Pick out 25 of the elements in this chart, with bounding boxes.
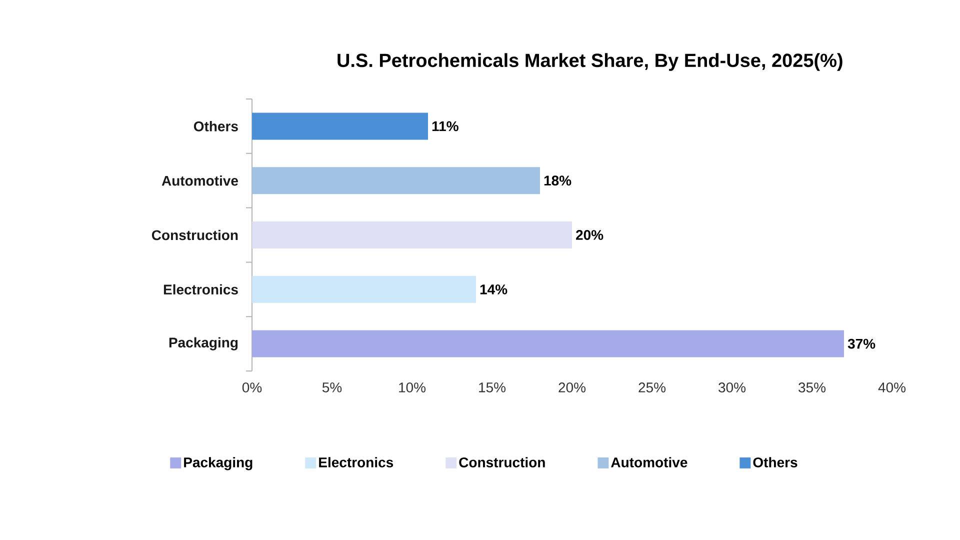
x-tick-label: 30% xyxy=(718,382,746,392)
x-tick-label: 40% xyxy=(878,382,906,392)
y-tick-label: Others xyxy=(194,121,238,132)
legend-label: Construction xyxy=(459,457,545,468)
chart-title: U.S. Petrochemicals Market Share, By End-Use, 2025(%) xyxy=(338,53,842,71)
x-tick-label: 0% xyxy=(242,382,262,392)
x-tick-label: 25% xyxy=(638,382,666,392)
data-label: 37% xyxy=(848,338,876,349)
legend-label: Others xyxy=(753,457,798,468)
y-tick-label: Automotive xyxy=(162,175,238,186)
x-tick-label: 10% xyxy=(399,382,426,392)
x-tick-label: 35% xyxy=(798,382,826,392)
x-tick-label: 5% xyxy=(322,382,342,392)
legend-label: Automotive xyxy=(611,457,688,468)
legend-label: Electronics xyxy=(319,457,394,468)
data-label: 18% xyxy=(544,176,572,186)
y-tick-label: Electronics xyxy=(164,284,238,295)
data-label: 20% xyxy=(576,230,604,240)
data-label: 14% xyxy=(480,284,508,294)
x-tick-label: 20% xyxy=(558,382,586,392)
data-label: 11% xyxy=(432,121,458,132)
y-tick-label: Packaging xyxy=(169,337,238,350)
legend-label: Packaging xyxy=(184,457,252,470)
y-tick-label: Construction xyxy=(152,230,238,240)
x-tick-label: 15% xyxy=(479,382,506,392)
